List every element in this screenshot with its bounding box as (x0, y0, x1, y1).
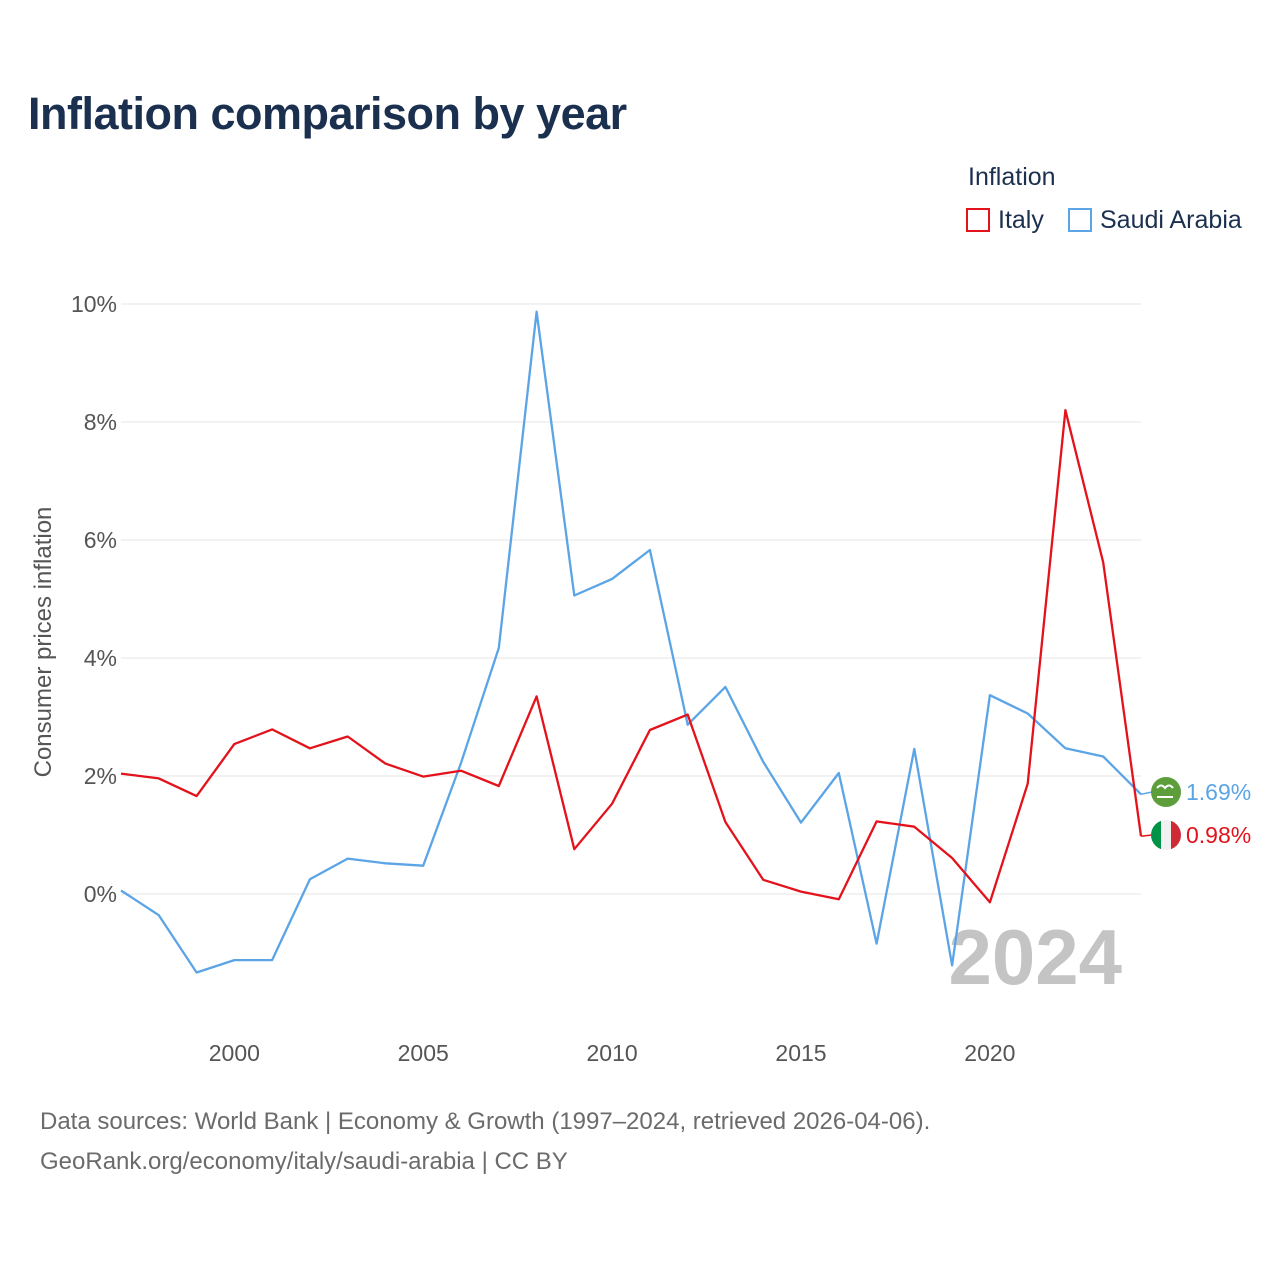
footer-source: Data sources: World Bank | Economy & Gro… (40, 1108, 931, 1135)
chart-title: Inflation comparison by year (28, 88, 627, 139)
end-label-italy: 0.98% (1186, 822, 1251, 848)
y-tick-label: 4% (84, 645, 117, 671)
legend-title: Inflation (968, 163, 1056, 191)
series-line-italy[interactable] (120, 409, 1143, 904)
y-tick-label: 10% (71, 291, 117, 317)
x-tick-label: 2020 (964, 1040, 1015, 1066)
y-axis-ticks: 0% 2% 4% 6% 8% 10% (71, 291, 117, 907)
grid-lines (121, 303, 1141, 895)
legend-swatch-italy (966, 208, 990, 232)
y-tick-label: 6% (84, 527, 117, 553)
footer-link[interactable]: GeoRank.org/economy/italy/saudi-arabia |… (40, 1148, 568, 1175)
year-watermark: 2024 (948, 913, 1122, 1001)
series-line-saudi-arabia[interactable] (120, 310, 1142, 974)
end-connector-italy (1140, 834, 1153, 837)
series-lines (120, 310, 1143, 974)
y-tick-label: 8% (84, 409, 117, 435)
y-tick-label: 0% (84, 881, 117, 907)
y-axis-label: Consumer prices inflation (30, 507, 57, 778)
y-tick-label: 2% (84, 763, 117, 789)
legend-item-saudi-arabia[interactable]: Saudi Arabia (1068, 205, 1242, 235)
x-axis-ticks: 2000 2005 2010 2015 2020 (209, 1040, 1016, 1066)
italy-flag-icon (1151, 820, 1181, 850)
x-tick-label: 2010 (587, 1040, 638, 1066)
end-connector-saudi-arabia (1140, 791, 1153, 796)
end-label-saudi-arabia: 1.69% (1186, 779, 1251, 805)
x-tick-label: 2005 (398, 1040, 449, 1066)
end-labels: 0.98% 1.69% (1140, 777, 1251, 850)
legend-label-italy: Italy (998, 205, 1044, 234)
legend-item-italy[interactable]: Italy (966, 205, 1044, 235)
x-tick-label: 2015 (775, 1040, 826, 1066)
saudi-flag-icon (1151, 777, 1181, 807)
legend-swatch-saudi-arabia (1068, 208, 1092, 232)
x-tick-label: 2000 (209, 1040, 260, 1066)
legend-label-saudi-arabia: Saudi Arabia (1100, 205, 1242, 234)
